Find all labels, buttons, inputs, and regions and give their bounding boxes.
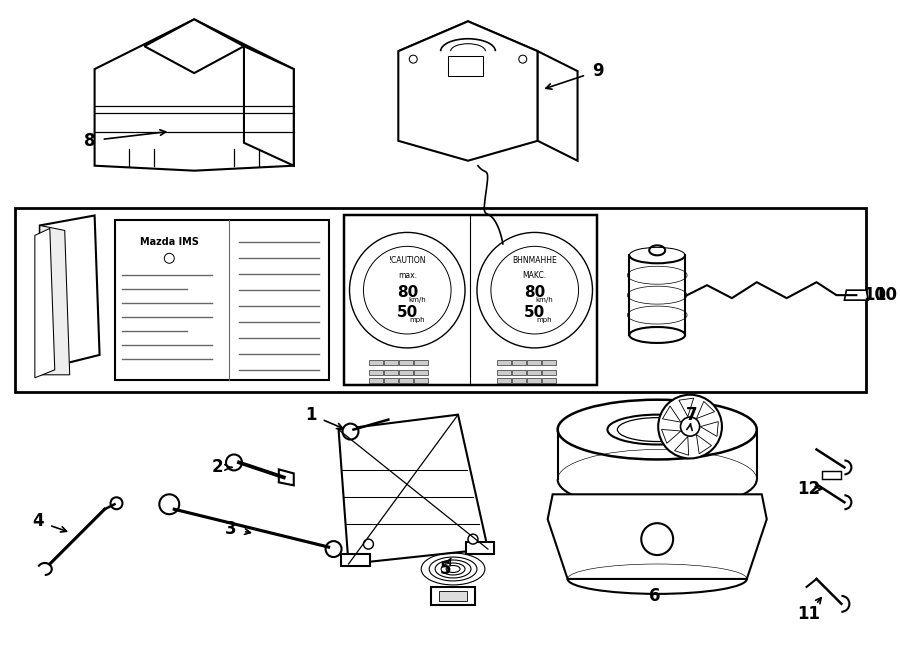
Text: 6: 6 [650, 587, 661, 605]
Circle shape [642, 523, 673, 555]
Text: max.: max. [398, 271, 417, 280]
Bar [400, 360, 413, 365]
Circle shape [159, 494, 179, 514]
Bar [512, 378, 526, 383]
Circle shape [111, 497, 122, 509]
Polygon shape [662, 406, 681, 422]
Polygon shape [537, 51, 578, 161]
Bar [497, 360, 511, 365]
Text: 10: 10 [874, 286, 897, 304]
Circle shape [349, 233, 465, 348]
Bar [400, 378, 413, 383]
Text: 11: 11 [797, 605, 820, 623]
Text: 50: 50 [524, 305, 545, 319]
Polygon shape [94, 19, 293, 171]
Bar [497, 378, 511, 383]
Bar [512, 360, 526, 365]
Bar [466, 542, 494, 554]
Text: 80: 80 [524, 285, 545, 299]
Text: km/h: km/h [536, 297, 554, 303]
Circle shape [364, 247, 451, 334]
Bar [414, 370, 428, 375]
Text: 10: 10 [863, 286, 886, 304]
Text: 2: 2 [212, 459, 223, 477]
Bar [497, 370, 511, 375]
Bar [512, 370, 526, 375]
Bar [384, 378, 399, 383]
Polygon shape [697, 434, 712, 454]
Text: 50: 50 [397, 305, 418, 319]
Polygon shape [399, 21, 537, 81]
Polygon shape [244, 46, 293, 166]
Bar [384, 370, 399, 375]
Text: MAKC.: MAKC. [523, 271, 547, 280]
Bar [526, 378, 541, 383]
Text: 9: 9 [591, 62, 603, 80]
Polygon shape [844, 290, 868, 300]
Text: !CAUTION: !CAUTION [389, 256, 426, 265]
Bar [526, 360, 541, 365]
Polygon shape [697, 401, 715, 418]
Polygon shape [662, 430, 681, 444]
Bar [448, 56, 483, 76]
Bar [439, 591, 467, 601]
Circle shape [658, 395, 722, 459]
Polygon shape [35, 229, 55, 378]
Polygon shape [674, 436, 688, 455]
Bar [114, 221, 328, 380]
Bar [542, 370, 555, 375]
Bar [344, 215, 598, 385]
Circle shape [468, 534, 478, 544]
Text: 1: 1 [305, 406, 317, 424]
Circle shape [477, 233, 592, 348]
Text: Mazda IMS: Mazda IMS [140, 237, 199, 247]
Bar [369, 370, 383, 375]
Circle shape [326, 541, 341, 557]
Text: 12: 12 [797, 481, 820, 498]
Polygon shape [40, 225, 69, 375]
Text: 4: 4 [32, 512, 44, 530]
Circle shape [226, 455, 242, 471]
Polygon shape [399, 21, 537, 161]
Bar [414, 378, 428, 383]
Text: mph: mph [410, 317, 425, 323]
Bar [369, 378, 383, 383]
Polygon shape [679, 398, 694, 416]
Bar [15, 208, 867, 392]
Bar [822, 471, 842, 479]
Bar [384, 360, 399, 365]
Bar [526, 370, 541, 375]
Polygon shape [40, 215, 100, 370]
Text: 3: 3 [225, 520, 237, 538]
Text: 8: 8 [84, 132, 95, 150]
Text: 5: 5 [439, 560, 451, 578]
Circle shape [680, 417, 699, 436]
Circle shape [364, 539, 374, 549]
Polygon shape [338, 414, 488, 564]
Bar [369, 360, 383, 365]
Polygon shape [495, 244, 511, 264]
Polygon shape [144, 19, 244, 73]
Text: 80: 80 [397, 285, 418, 299]
Bar [542, 378, 555, 383]
Bar [431, 587, 475, 605]
Bar [400, 370, 413, 375]
Circle shape [491, 247, 579, 334]
Text: 7: 7 [686, 406, 698, 424]
Polygon shape [700, 422, 718, 436]
Bar [414, 360, 428, 365]
Bar [542, 360, 555, 365]
Text: mph: mph [537, 317, 553, 323]
Text: km/h: km/h [409, 297, 426, 303]
Polygon shape [548, 494, 767, 579]
Bar [340, 554, 371, 566]
Text: BHNMAHHE: BHNMAHHE [512, 256, 557, 265]
Circle shape [343, 424, 358, 440]
Polygon shape [279, 469, 293, 485]
